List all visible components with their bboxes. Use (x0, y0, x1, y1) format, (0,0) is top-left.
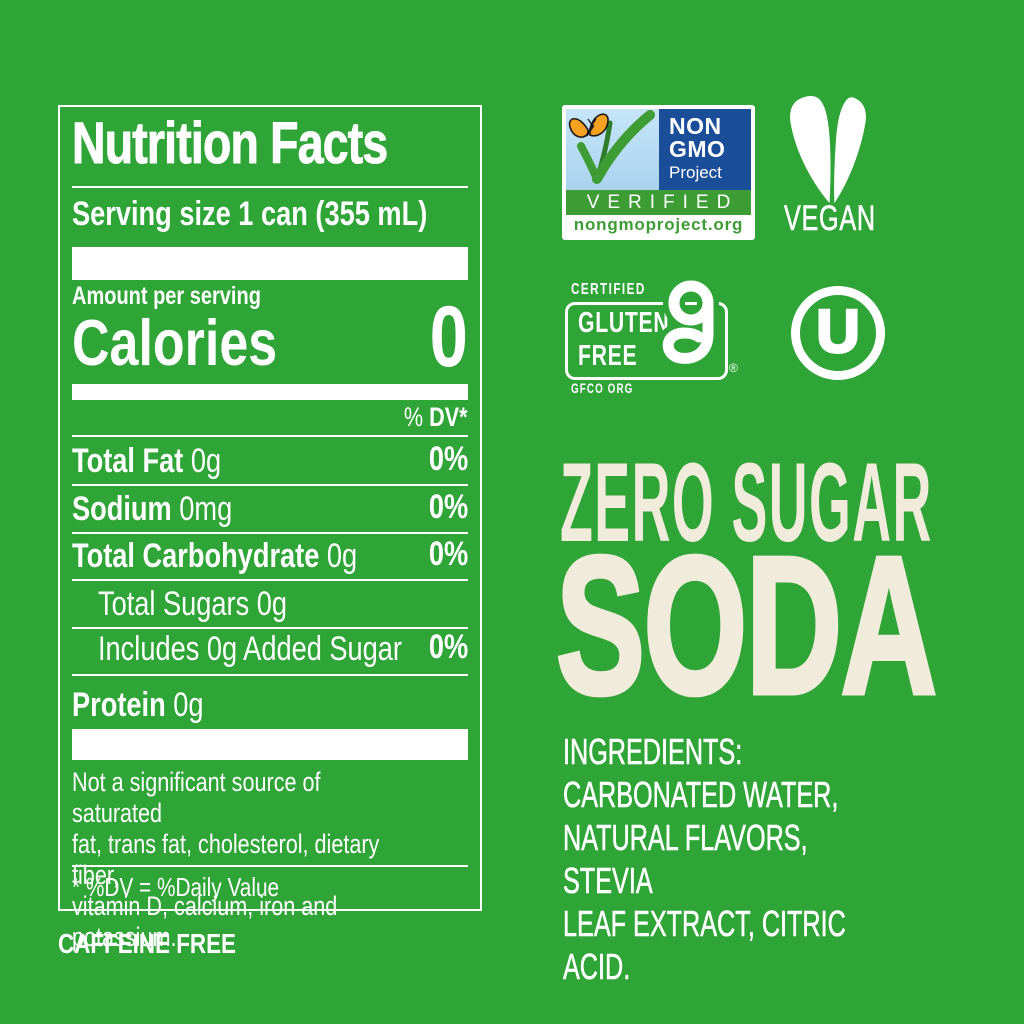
row-label-bold: Protein (72, 686, 166, 724)
serving-size: Serving size 1 can (355 mL) (72, 195, 428, 233)
row-label-bold: Total Carbohydrate (72, 537, 320, 575)
not-significant-note: Not a significant source of saturated fa… (72, 767, 380, 952)
row-dv-value: 0% (428, 628, 468, 666)
butterfly-icon (568, 113, 609, 138)
thick-separator-bar (72, 247, 468, 280)
calories-value: 0 (429, 289, 468, 385)
kosher-ou-icon: U (791, 286, 885, 380)
row-label: 0g (319, 537, 358, 575)
nutrition-row-total-fat: Total Fat 0g 0% (72, 440, 468, 478)
gluten-free-certified-label: CERTIFIED (571, 281, 646, 298)
nutrition-row-total-sugars: Total Sugars 0g (98, 585, 468, 621)
non-gmo-line2: GMO (669, 136, 726, 162)
non-gmo-wordmark: NON GMO Project (659, 109, 751, 190)
row-dv-value: 0% (428, 535, 468, 573)
non-gmo-verified-band: VERIFIED (566, 190, 751, 215)
nutrition-row-protein: Protein 0g (72, 686, 468, 722)
row-label: 0g (165, 686, 204, 724)
non-gmo-url: nongmoproject.org (573, 215, 744, 234)
hairline (72, 627, 468, 629)
gfco-org-label: GFCO ORG (571, 381, 634, 396)
row-label: 0g (183, 442, 222, 480)
nutrition-facts-panel: Nutrition Facts Serving size 1 can (355 … (58, 105, 482, 952)
hairline (72, 435, 468, 437)
hairline (72, 579, 468, 581)
gluten-free-line1: GLUTEN (578, 307, 670, 339)
row-label: 0mg (171, 490, 233, 528)
non-gmo-line1: NON (669, 113, 722, 139)
nutrition-row-sodium: Sodium 0mg 0% (72, 488, 468, 526)
thick-separator-bar (72, 384, 468, 400)
row-label: Includes 0g Added Sugar (98, 630, 402, 668)
registered-trademark-icon: ® (729, 361, 738, 375)
kosher-u-letter: U (815, 297, 861, 367)
gluten-free-line2: FREE (578, 340, 638, 372)
dv-header-label: DV* (429, 402, 468, 432)
non-gmo-line3: Project (669, 163, 722, 182)
nutrition-facts-content: Nutrition Facts Serving size 1 can (355 … (60, 107, 480, 952)
nutrition-row-total-carbohydrate: Total Carbohydrate 0g 0% (72, 535, 468, 573)
non-gmo-project-badge: NON GMO Project VERIFIED nongmoproject.o… (562, 105, 755, 240)
thick-separator-bar (72, 729, 468, 760)
zero-sugar-headline: ZERO SUGAR (560, 440, 933, 565)
daily-value-header: % DV* (404, 404, 468, 431)
row-label: Total Sugars 0g (98, 585, 288, 623)
non-gmo-artwork (566, 109, 659, 190)
ingredients-list: INGREDIENTS: CARBONATED WATER, NATURAL F… (563, 731, 846, 988)
nutrition-row-added-sugar: Includes 0g Added Sugar 0% (98, 628, 468, 666)
gluten-free-box: GLUTEN FREE (565, 302, 728, 380)
divider (72, 186, 468, 188)
row-label-bold: Total Fat (72, 442, 184, 480)
hairline (72, 674, 468, 676)
row-dv-value: 0% (428, 488, 468, 526)
amount-per-serving-label: Amount per serving (72, 282, 261, 310)
hairline (72, 532, 468, 534)
row-label-bold: Sodium (72, 490, 172, 528)
nutrition-title: Nutrition Facts (72, 111, 389, 176)
vegan-label: VEGAN (784, 199, 876, 238)
gfco-g-icon (657, 276, 719, 370)
vegan-v-icon (790, 96, 866, 204)
calories-label: Calories (72, 306, 278, 379)
dv-percent-sign: % (404, 402, 424, 432)
daily-value-footnote: * %DV = %Daily Value (72, 872, 280, 902)
hairline (72, 865, 468, 867)
hairline (72, 484, 468, 486)
caffeine-free-label: CAFFEINE FREE (58, 928, 236, 959)
butterfly-checkmark-icon (568, 110, 655, 184)
soda-headline: SODA (554, 516, 938, 735)
row-dv-value: 0% (428, 440, 468, 478)
